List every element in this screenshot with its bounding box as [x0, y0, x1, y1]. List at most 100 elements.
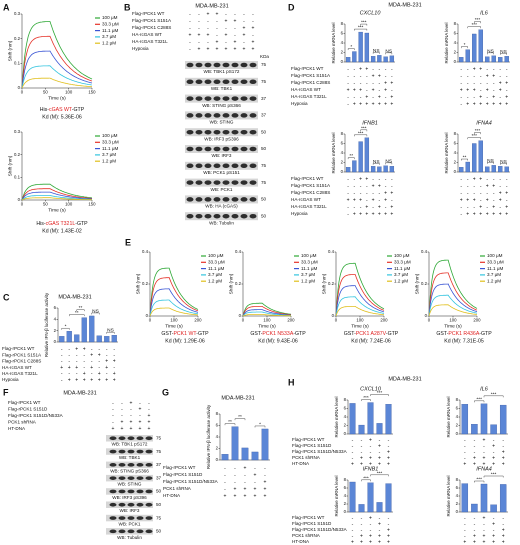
sign: - — [460, 66, 462, 72]
sig-label: * — [65, 324, 67, 330]
row-label: Flag-rPCK1 S151D/N533A — [292, 449, 348, 454]
y-tick-label: 2 — [454, 160, 457, 165]
sign: + — [378, 443, 381, 449]
sensorgram — [335, 285, 385, 317]
sign: - — [264, 472, 266, 478]
sign: + — [492, 539, 495, 545]
x-tick-label: 100 — [356, 318, 364, 323]
sign: + — [148, 426, 151, 432]
blot-band — [136, 476, 144, 480]
row-label: Hypoxia — [132, 46, 149, 51]
sig-label: NS — [373, 159, 380, 165]
blot-band — [213, 146, 221, 152]
bar — [478, 140, 483, 173]
sign: + — [473, 197, 476, 203]
sign: - — [234, 11, 236, 17]
row-label: Flag-rPCK1 C288S — [132, 25, 171, 30]
sign: + — [483, 533, 486, 539]
sign: + — [360, 455, 363, 461]
sig-bracket — [76, 309, 85, 312]
sign: + — [502, 455, 505, 461]
bar — [370, 166, 376, 173]
sign: + — [365, 66, 368, 72]
sign: + — [479, 204, 482, 210]
sign: - — [361, 521, 363, 527]
legend-label: 1.2 μM — [102, 40, 116, 45]
sign: - — [189, 25, 191, 31]
sign: - — [347, 73, 349, 79]
sig-label: *** — [471, 22, 477, 28]
sign: - — [379, 527, 381, 533]
legend-label: 1.2 μM — [301, 278, 315, 283]
sign: - — [121, 407, 123, 413]
caption: His-cGAS T321L-GTP — [36, 221, 88, 227]
sign: + — [254, 486, 257, 492]
caption-part: -GTP — [196, 331, 209, 337]
sign: + — [359, 176, 362, 182]
sign: - — [480, 80, 482, 86]
kda-label: 50 — [156, 502, 162, 507]
sign: - — [113, 353, 115, 359]
sign: + — [365, 211, 368, 217]
y-axis-label: Shift (nm) — [135, 273, 141, 294]
y-axis-label: Shift (nm) — [228, 273, 234, 294]
sign: + — [473, 176, 476, 182]
row-label: Flag-rPCK1 S151A — [291, 73, 331, 78]
legend-label: 3.7 μM — [487, 272, 501, 277]
blot-band — [222, 79, 230, 85]
sign: - — [499, 176, 501, 182]
blot-band — [249, 163, 257, 169]
kda-label: 75 — [261, 163, 267, 168]
blot-band — [249, 146, 257, 152]
sign: + — [492, 455, 495, 461]
sign: + — [473, 533, 476, 539]
row-label: Flag-rPCK1 S151D — [292, 443, 332, 448]
sign: + — [499, 197, 502, 203]
sig-label: * — [259, 421, 261, 427]
bar — [480, 483, 488, 513]
sign: - — [361, 515, 363, 521]
sign: - — [483, 521, 485, 527]
x-tick-label: 50 — [43, 90, 48, 95]
caption: GST-PCK1 A287V-GTP — [344, 331, 399, 337]
blot-band — [109, 529, 117, 534]
sign: + — [466, 87, 469, 93]
sign: + — [378, 461, 381, 467]
sign: + — [486, 211, 489, 217]
x-tick-label: 150 — [88, 90, 96, 95]
y-tick-label: 0.1 — [14, 174, 21, 179]
bar — [504, 56, 509, 63]
sign: - — [370, 443, 372, 449]
sig-label: *** — [361, 20, 367, 26]
sign: + — [502, 449, 505, 455]
row-label: Flag-rPCK1 WT — [291, 66, 324, 71]
bar — [383, 56, 388, 63]
sign: + — [372, 183, 375, 189]
sign: - — [493, 527, 495, 533]
sign: + — [390, 101, 393, 107]
sign: - — [366, 197, 368, 203]
caption-part: cGAS WT — [49, 107, 73, 113]
legend-label: 3.7 μM — [394, 272, 408, 277]
x-tick-label: 100 — [449, 318, 457, 323]
bar — [471, 503, 478, 513]
sign: - — [98, 365, 100, 371]
panel-letter: F — [3, 387, 9, 397]
sign: - — [493, 197, 495, 203]
sign: - — [360, 183, 362, 189]
sign: - — [354, 204, 356, 210]
kda-label: 75 — [156, 449, 162, 454]
sign: + — [369, 437, 372, 443]
sign: - — [464, 443, 466, 449]
sig-bracket — [354, 28, 368, 31]
blot-band — [186, 62, 194, 68]
sign: + — [105, 359, 108, 365]
legend-label: 33.3 μM — [487, 260, 504, 265]
sign: + — [483, 515, 486, 521]
sign: - — [254, 465, 256, 471]
bar — [221, 454, 229, 461]
sign: - — [68, 346, 70, 352]
sig-label: *** — [476, 396, 482, 402]
row-label: Flag-rPCK1 WT — [8, 400, 41, 405]
y-tick-label: 0.1 — [14, 60, 21, 65]
